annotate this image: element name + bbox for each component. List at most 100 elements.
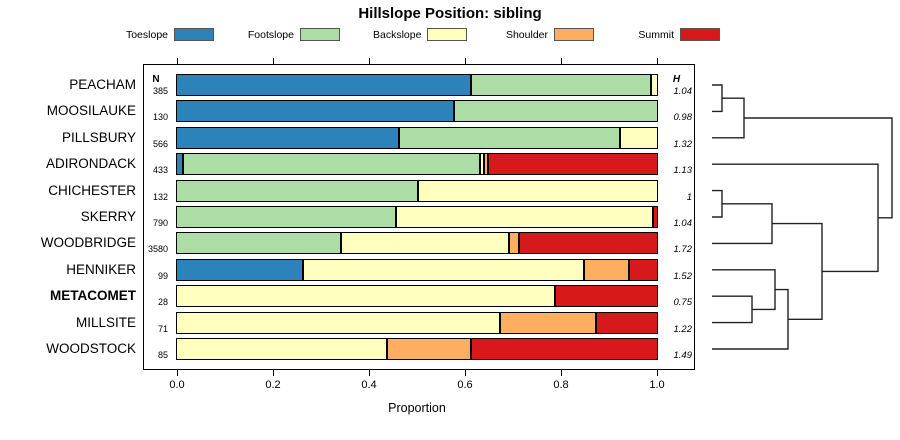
bar-segment-backslope bbox=[177, 286, 554, 307]
legend-label: Shoulder bbox=[505, 28, 548, 41]
backslope-color-swatch bbox=[427, 28, 467, 41]
bar-segment-toeslope bbox=[177, 127, 398, 148]
n-value: 99 bbox=[157, 270, 168, 281]
h-value: 1.49 bbox=[673, 350, 693, 361]
axis-tick-bottom bbox=[369, 370, 370, 376]
n-value: 385 bbox=[152, 86, 168, 96]
n-value: 790 bbox=[152, 218, 168, 228]
bar-segment-shoulder bbox=[508, 233, 518, 254]
chart-title: Hillslope Position: sibling bbox=[358, 5, 542, 22]
bar-segment-footslope bbox=[177, 207, 396, 227]
stacked-bar-woodbridge bbox=[176, 232, 658, 255]
bar-segment-toeslope bbox=[177, 75, 470, 95]
bar-segment-backslope bbox=[177, 312, 499, 333]
shoulder-color-swatch bbox=[554, 28, 594, 41]
stacked-bar-henniker bbox=[176, 258, 658, 281]
stacked-bar-adirondack bbox=[176, 153, 658, 176]
axis-tick-label: 0.6 bbox=[457, 379, 473, 391]
legend-item-footslope: Footslope bbox=[246, 27, 340, 42]
bar-segment-backslope bbox=[177, 339, 386, 359]
bar-segment-footslope bbox=[181, 154, 480, 175]
h-value: 1.13 bbox=[673, 165, 693, 177]
bar-segment-shoulder bbox=[582, 259, 629, 280]
n-value: 566 bbox=[152, 138, 168, 149]
n-value: 28 bbox=[157, 297, 168, 308]
row-label-moosilauke: MOOSILAUKE bbox=[46, 103, 136, 119]
bar-segment-backslope bbox=[649, 75, 657, 95]
h-value: 0.98 bbox=[673, 112, 693, 124]
h-value: 1.04 bbox=[673, 218, 693, 229]
axis-tick-top bbox=[465, 58, 466, 64]
n-column-header: N bbox=[152, 74, 160, 85]
stacked-bar-metacomet bbox=[176, 285, 658, 308]
bar-segment-summit bbox=[517, 233, 657, 254]
stacked-bar-peacham bbox=[176, 74, 658, 96]
bar-segment-backslope bbox=[395, 207, 653, 227]
row-label-skerry: SKERRY bbox=[80, 209, 136, 224]
axis-tick-top bbox=[273, 58, 274, 64]
row-label-woodbridge: WOODBRIDGE bbox=[40, 235, 136, 251]
stacked-bar-moosilauke bbox=[176, 100, 658, 123]
axis-tick-label: 0.0 bbox=[169, 379, 185, 391]
legend-item-backslope: Backslope bbox=[373, 27, 467, 42]
axis-tick-label: 0.2 bbox=[265, 379, 281, 391]
bar-segment-footslope bbox=[469, 75, 650, 95]
bar-segment-shoulder bbox=[483, 154, 487, 175]
bar-segment-footslope bbox=[177, 233, 341, 254]
row-label-pillsbury: PILLSBURY bbox=[61, 129, 136, 145]
axis-tick-bottom bbox=[177, 370, 178, 376]
h-value: 1.52 bbox=[673, 270, 693, 282]
axis-tick-top bbox=[177, 58, 178, 64]
bar-segment-backslope bbox=[417, 180, 657, 201]
bar-segment-backslope bbox=[479, 154, 484, 175]
bar-segment-footslope bbox=[453, 101, 657, 122]
axis-tick-top bbox=[561, 58, 562, 64]
row-label-adirondack: ADIRONDACK bbox=[45, 156, 136, 172]
stacked-bar-woodstock bbox=[176, 338, 658, 360]
legend-item-summit: Summit bbox=[626, 27, 720, 42]
bar-segment-summit bbox=[628, 259, 657, 280]
n-value: 433 bbox=[152, 165, 168, 176]
row-label-metacomet: METACOMET bbox=[50, 288, 136, 304]
bar-segment-toeslope bbox=[177, 101, 453, 122]
legend-label: Summit bbox=[638, 28, 674, 41]
bar-segment-shoulder bbox=[498, 312, 595, 333]
stacked-bar-chichester bbox=[176, 179, 658, 202]
bar-segment-summit bbox=[652, 207, 657, 227]
stacked-bar-millsite bbox=[176, 311, 658, 334]
n-value: 130 bbox=[152, 112, 168, 123]
axis-tick-top bbox=[657, 58, 658, 64]
x-axis-title: Proportion bbox=[388, 401, 446, 415]
footslope-color-swatch bbox=[300, 28, 340, 41]
bar-segment-toeslope bbox=[177, 259, 302, 280]
plot-area bbox=[143, 64, 695, 370]
bar-segment-footslope bbox=[177, 180, 417, 201]
axis-tick-label: 0.8 bbox=[553, 379, 569, 391]
legend-item-shoulder: Shoulder bbox=[500, 27, 594, 42]
axis-tick-label: 0.4 bbox=[361, 379, 377, 391]
h-value: 1.22 bbox=[673, 323, 693, 335]
axis-tick-bottom bbox=[657, 370, 658, 376]
bar-segment-backslope bbox=[618, 127, 657, 148]
axis-tick-top bbox=[369, 58, 370, 64]
bar-segment-toeslope bbox=[177, 154, 182, 175]
dendrogram-branches bbox=[712, 84, 893, 350]
bar-segment-backslope bbox=[301, 259, 583, 280]
h-value: 1.32 bbox=[673, 138, 693, 150]
bar-segment-summit bbox=[553, 286, 657, 307]
toeslope-color-swatch bbox=[174, 28, 214, 41]
bar-segment-backslope bbox=[340, 233, 509, 254]
n-value: 132 bbox=[152, 191, 168, 202]
row-label-henniker: HENNIKER bbox=[66, 261, 136, 277]
bar-segment-summit bbox=[594, 312, 657, 333]
axis-tick-bottom bbox=[465, 370, 466, 376]
h-value: 1 bbox=[686, 191, 692, 203]
legend-item-toeslope: Toeslope bbox=[120, 27, 214, 42]
axis-tick-label: 1.0 bbox=[649, 379, 665, 391]
axis-tick-bottom bbox=[273, 370, 274, 376]
row-label-woodstock: WOODSTOCK bbox=[46, 341, 136, 356]
n-value: 3580 bbox=[147, 244, 168, 255]
h-value: 0.75 bbox=[673, 297, 693, 309]
bar-segment-summit bbox=[469, 339, 657, 359]
